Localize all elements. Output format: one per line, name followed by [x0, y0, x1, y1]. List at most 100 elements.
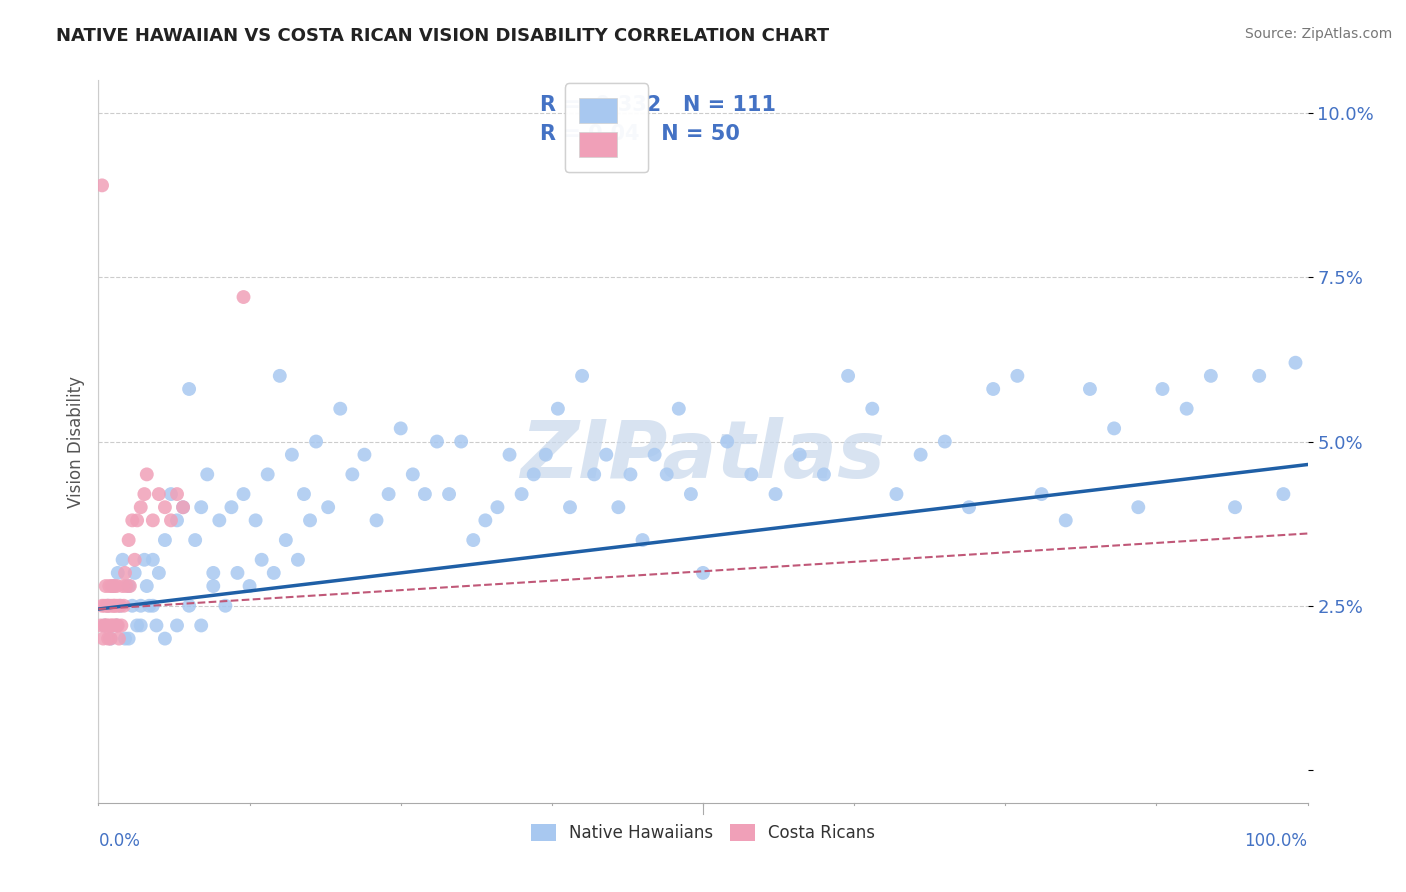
- Point: [108, 632, 131, 646]
- Text: 0.0%: 0.0%: [98, 831, 141, 850]
- Point: [94, 618, 117, 632]
- Point: [631, 533, 654, 547]
- Point: [148, 487, 170, 501]
- Point: [97, 599, 120, 613]
- Point: [111, 553, 134, 567]
- Text: Source: ZipAtlas.com: Source: ZipAtlas.com: [1244, 27, 1392, 41]
- Point: [93, 599, 115, 613]
- Point: [498, 448, 520, 462]
- Point: [463, 533, 485, 547]
- Point: [190, 500, 212, 515]
- Point: [129, 618, 152, 632]
- Point: [437, 487, 460, 501]
- Point: [292, 487, 315, 501]
- Point: [366, 513, 388, 527]
- Point: [1175, 401, 1198, 416]
- Point: [523, 467, 546, 482]
- Point: [91, 599, 114, 613]
- Point: [274, 533, 297, 547]
- Point: [305, 434, 328, 449]
- Point: [716, 434, 738, 449]
- Point: [93, 618, 115, 632]
- Point: [202, 566, 225, 580]
- Point: [269, 368, 291, 383]
- Point: [668, 401, 690, 416]
- Point: [426, 434, 449, 449]
- Point: [142, 513, 165, 527]
- Point: [105, 579, 128, 593]
- Point: [96, 599, 118, 613]
- Point: [129, 599, 152, 613]
- Point: [166, 618, 188, 632]
- Point: [595, 448, 617, 462]
- Point: [93, 618, 115, 632]
- Point: [121, 599, 143, 613]
- Y-axis label: Vision Disability: Vision Disability: [66, 376, 84, 508]
- Point: [1152, 382, 1174, 396]
- Point: [105, 618, 128, 632]
- Point: [221, 500, 243, 515]
- Point: [558, 500, 581, 515]
- Point: [107, 566, 129, 580]
- Point: [245, 513, 267, 527]
- Point: [263, 566, 285, 580]
- Point: [1199, 368, 1222, 383]
- Point: [692, 566, 714, 580]
- Point: [1249, 368, 1271, 383]
- Point: [1078, 382, 1101, 396]
- Point: [166, 487, 188, 501]
- Point: [571, 368, 593, 383]
- Point: [142, 599, 165, 613]
- Point: [1007, 368, 1029, 383]
- Point: [118, 579, 141, 593]
- Point: [124, 553, 146, 567]
- Point: [97, 632, 120, 646]
- Point: [100, 618, 122, 632]
- Point: [98, 579, 121, 593]
- Point: [619, 467, 641, 482]
- Point: [256, 467, 278, 482]
- Point: [644, 448, 666, 462]
- Point: [232, 487, 254, 501]
- Point: [413, 487, 436, 501]
- Point: [329, 401, 352, 416]
- Point: [232, 290, 254, 304]
- Point: [110, 618, 132, 632]
- Point: [547, 401, 569, 416]
- Point: [510, 487, 533, 501]
- Point: [239, 579, 262, 593]
- Point: [655, 467, 678, 482]
- Point: [160, 513, 183, 527]
- Point: [886, 487, 908, 501]
- Text: R =  0.332   N = 111: R = 0.332 N = 111: [540, 95, 776, 115]
- Point: [108, 599, 131, 613]
- Point: [160, 487, 183, 501]
- Point: [91, 178, 114, 193]
- Point: [112, 599, 135, 613]
- Point: [281, 448, 304, 462]
- Point: [153, 632, 176, 646]
- Point: [107, 599, 129, 613]
- Point: [142, 553, 165, 567]
- Point: [981, 382, 1004, 396]
- Point: [1223, 500, 1246, 515]
- Point: [450, 434, 472, 449]
- Point: [135, 467, 157, 482]
- Point: [195, 467, 218, 482]
- Text: ZIPatlas: ZIPatlas: [520, 417, 886, 495]
- Point: [184, 533, 207, 547]
- Point: [100, 599, 122, 613]
- Point: [101, 579, 124, 593]
- Point: [202, 579, 225, 593]
- Point: [91, 632, 114, 646]
- Point: [127, 618, 149, 632]
- Point: [101, 618, 124, 632]
- Point: [166, 513, 188, 527]
- Point: [179, 599, 201, 613]
- Point: [104, 618, 127, 632]
- Point: [101, 599, 124, 613]
- Point: [97, 599, 120, 613]
- Point: [813, 467, 835, 482]
- Point: [607, 500, 630, 515]
- Point: [118, 632, 141, 646]
